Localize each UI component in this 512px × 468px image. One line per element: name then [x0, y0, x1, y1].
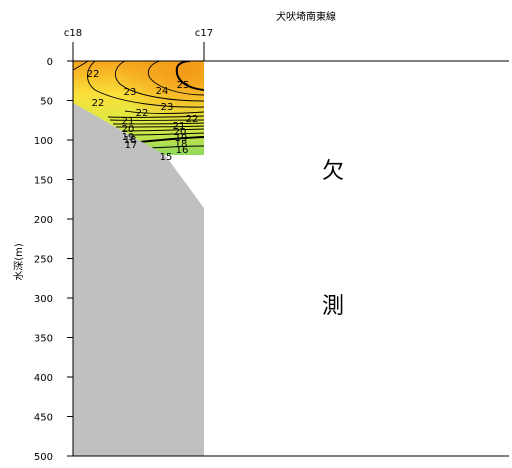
y-axis-ticks: 0 50 100 150 200 250 300 350 400 450 500	[34, 57, 73, 463]
contour-18	[115, 125, 204, 128]
contour-label: 23	[124, 87, 137, 98]
y-tick-label: 250	[34, 255, 53, 266]
y-tick-label: 450	[34, 413, 53, 424]
station-label-c17: c17	[195, 28, 213, 39]
contour-label: 22	[186, 114, 199, 125]
y-axis-label: 水深(m)	[13, 243, 25, 281]
contour-22b	[73, 61, 89, 71]
y-tick-label: 400	[34, 373, 53, 384]
contour-label: 16	[176, 145, 189, 156]
contour-label: 20	[174, 127, 187, 138]
missing-label-2: 測	[322, 294, 344, 319]
contour-22c	[124, 110, 204, 114]
y-tick-label: 300	[34, 294, 53, 305]
contour-22	[87, 61, 204, 108]
contour-label: 17	[125, 140, 138, 151]
contour-label: 19	[122, 132, 135, 143]
y-tick-label: 500	[34, 452, 53, 463]
contour-labels: 22 23 24 25 22 22 23 22 21 20 19 18 17 2…	[87, 69, 199, 163]
contour-label: 18	[175, 139, 188, 150]
contour-label: 25	[177, 80, 190, 91]
y-tick-label: 50	[40, 97, 53, 108]
contour-label: 20	[122, 124, 135, 135]
contour-label: 21	[122, 116, 135, 127]
contour-15	[139, 136, 204, 143]
chart-title: 犬吠埼南東線	[276, 10, 336, 23]
contour-label: 24	[156, 86, 169, 97]
contour-label: 18	[124, 135, 137, 146]
contour-lines	[73, 61, 204, 149]
contour-21	[107, 115, 204, 118]
contour-24	[147, 61, 204, 96]
y-tick-label: 100	[34, 136, 53, 147]
contour-19	[112, 122, 204, 125]
sea-bottom	[73, 103, 204, 456]
contour-label: 19	[175, 133, 188, 144]
contour-label: 15	[160, 152, 173, 163]
y-tick-label: 200	[34, 215, 53, 226]
missing-label-1: 欠	[322, 159, 344, 184]
contour-label: 22	[136, 108, 149, 119]
contour-label: 23	[161, 102, 174, 113]
contour-14	[149, 145, 204, 149]
y-tick-label: 150	[34, 176, 53, 187]
contour-label: 22	[87, 69, 100, 80]
contour-16	[124, 132, 204, 136]
contour-label: 21	[173, 121, 186, 132]
contour-label: 22	[92, 98, 105, 109]
station-label-c18: c18	[64, 28, 82, 39]
y-tick-label: 350	[34, 334, 53, 345]
y-tick-label: 0	[47, 57, 53, 68]
contour-23	[114, 61, 204, 102]
contour-25	[175, 61, 204, 91]
contour-17	[118, 128, 204, 132]
